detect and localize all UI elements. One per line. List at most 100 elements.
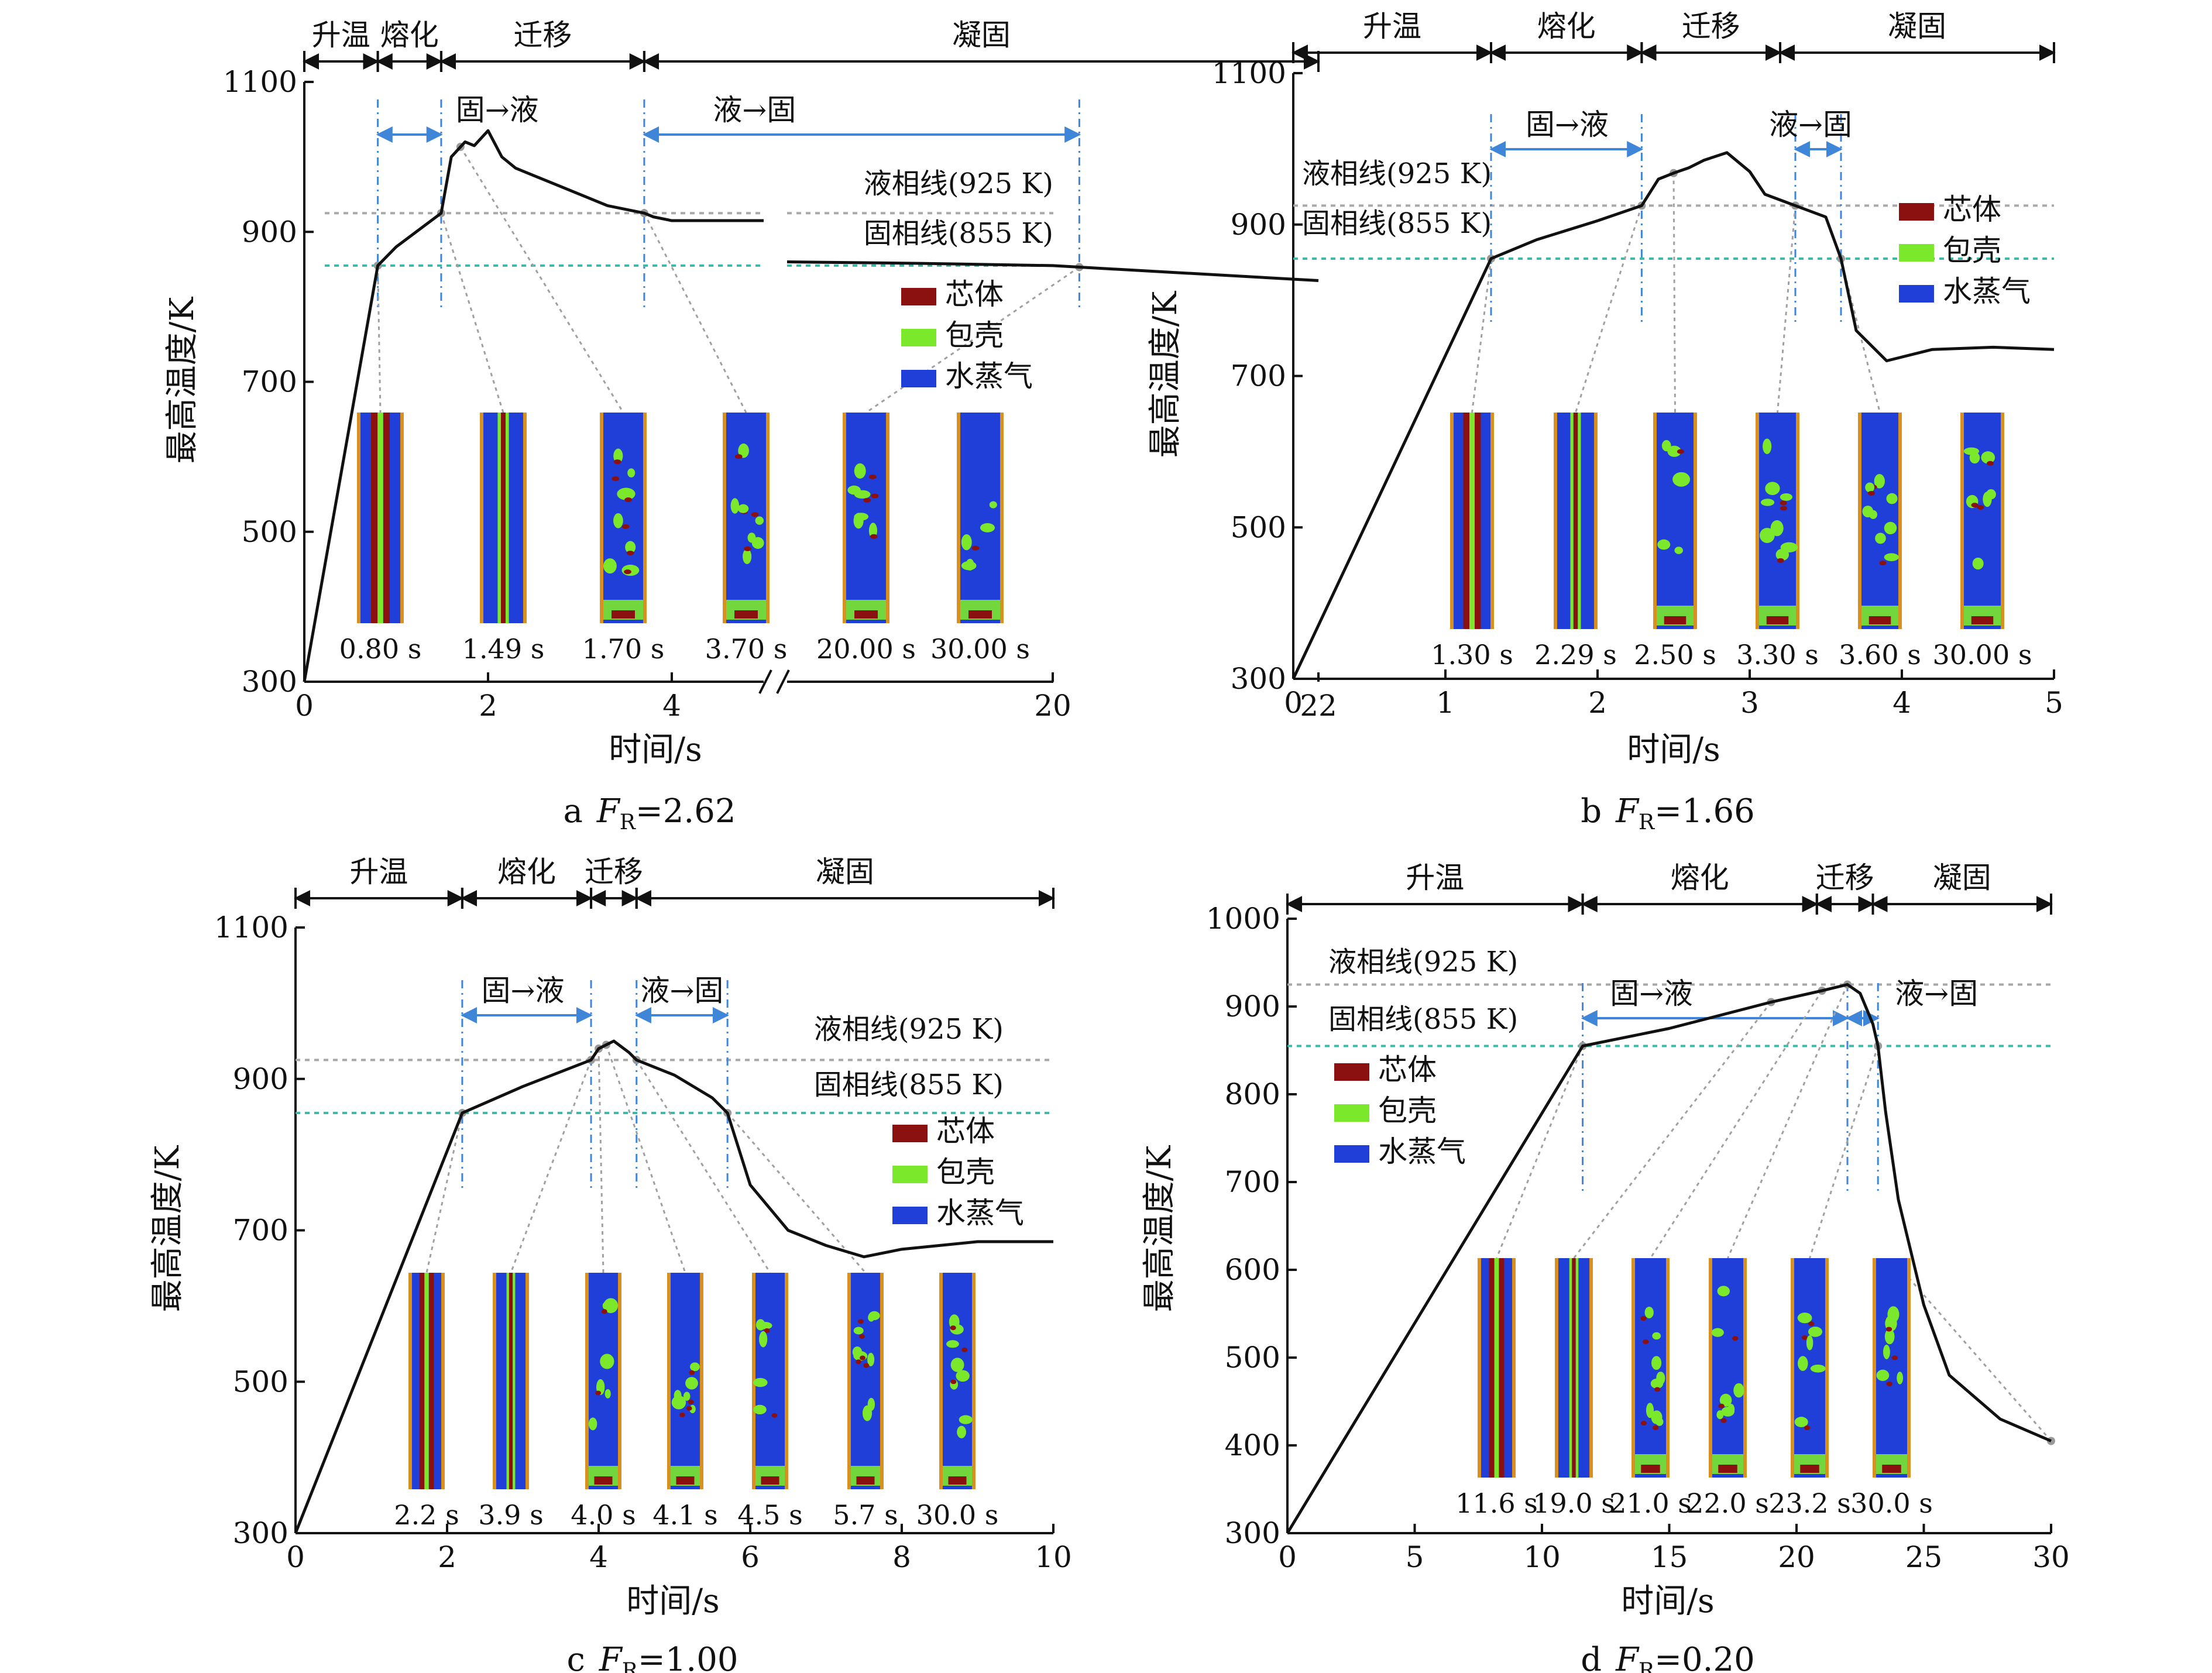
fr-subscript: R — [622, 1659, 638, 1673]
snapshot-core — [419, 1273, 425, 1489]
liquidus-label: 液相线(925 K) — [814, 1013, 1004, 1046]
snapshot-shell — [671, 1395, 686, 1410]
snapshot-time-label: 2.2 s — [394, 1499, 459, 1531]
snapshot-steam-region — [600, 413, 647, 623]
y-tick-label: 1100 — [214, 911, 288, 944]
y-tick-label: 700 — [233, 1214, 288, 1248]
x-tick-label: 0 — [1278, 1540, 1297, 1574]
phase-label-migration: 迁移 — [585, 855, 643, 889]
y-tick-label: 700 — [242, 365, 297, 399]
snapshot-core — [1652, 1425, 1659, 1430]
snapshot-guides — [1496, 980, 2055, 1445]
snapshot-shell — [1733, 1383, 1744, 1398]
reference-lines: 液相线(925 K) 固相线(855 K) — [1293, 157, 2054, 260]
panel-b: 300 500 700 900 1100 0 1 2 3 4 5 液相线(925 K) 固相线(85… — [1146, 9, 2063, 834]
snapshot-shell-right — [1694, 413, 1697, 629]
snapshot-shell-left — [1478, 1258, 1481, 1478]
snapshot-shell — [1717, 1286, 1730, 1297]
snapshot-shell-left — [357, 413, 360, 623]
y-ticks: 300 500 700 900 1100 — [1212, 56, 1303, 696]
snapshot-core — [734, 454, 743, 459]
snapshot-core — [863, 1363, 870, 1368]
snapshot-steam-region — [667, 1273, 703, 1489]
snapshot-core — [1475, 413, 1481, 629]
x-tick-label: 0 — [295, 689, 314, 723]
snapshot-shell-right — [1825, 1258, 1829, 1478]
snapshot-shell-right — [618, 1273, 621, 1489]
legend-label-steam: 水蒸气 — [945, 359, 1033, 393]
snapshot-core — [764, 1328, 770, 1333]
snapshot-shell-left — [847, 1273, 851, 1489]
snapshot-time-label: 1.70 s — [582, 633, 665, 665]
legend-swatch-shell — [901, 329, 936, 346]
transition-label-l2s: 液→固 — [640, 974, 723, 1008]
snapshot-core — [1971, 503, 1979, 508]
snapshot-shell — [1797, 1313, 1812, 1324]
panel-caption: c FR=1.00 — [567, 1641, 739, 1673]
snapshot-shell — [1780, 542, 1798, 553]
x-tick-label: 5 — [2045, 686, 2063, 720]
snapshot-steam-region — [847, 1273, 884, 1489]
snapshot-shell — [1674, 547, 1683, 554]
y-tick-label: 900 — [1231, 208, 1286, 242]
legend-swatch-core — [1899, 203, 1934, 221]
x-tick-label: 4 — [589, 1540, 608, 1574]
snapshot-shell — [867, 1352, 875, 1366]
x-ticks: 0 2 4 20 22 — [295, 672, 1337, 723]
snapshot-shell — [1719, 1393, 1732, 1407]
snapshot-shell-right — [1512, 1258, 1516, 1478]
caption-letter: b — [1581, 792, 1602, 830]
phase-label-melting: 熔化 — [380, 18, 439, 52]
legend-swatch-steam — [1899, 285, 1934, 303]
solidus-label: 固相线(855 K) — [1328, 1003, 1518, 1036]
snapshot-shell-right — [785, 1273, 788, 1489]
snapshot-shell — [1711, 1328, 1724, 1337]
snapshot-shell — [1759, 528, 1775, 543]
snapshot-core-pool — [1718, 1465, 1737, 1473]
panel-c: 300 500 700 900 1100 0 2 4 6 8 10 液相线(925 K) 固相线(8… — [149, 855, 1072, 1673]
snapshot-core-pool — [761, 1476, 779, 1485]
snapshot-shell — [854, 463, 866, 479]
snapshot-time-label: 4.5 s — [737, 1499, 802, 1531]
snapshot-core — [686, 1406, 692, 1411]
snapshot-core — [1808, 1321, 1815, 1327]
snapshot-core — [624, 569, 631, 575]
transition-label-s2l: 固→液 — [1526, 108, 1609, 142]
panel-caption: a FR=2.62 — [564, 792, 736, 834]
snapshot-guide — [597, 1048, 604, 1273]
snapshot-shell — [506, 1273, 509, 1489]
snapshot-time-label: 0.80 s — [339, 633, 422, 665]
x-tick-label: 22 — [1300, 689, 1337, 723]
snapshot-guide — [510, 1059, 592, 1273]
snapshot-guide — [1573, 1001, 1772, 1259]
snapshot-shell — [1886, 493, 1898, 504]
snapshot-shell — [868, 1313, 875, 1322]
snapshot-core — [1879, 561, 1887, 566]
x-ticks: 0 5 10 15 20 25 30 — [1278, 1524, 2070, 1574]
phase-label-melting: 熔化 — [1537, 9, 1596, 43]
snapshot-shell — [1770, 520, 1784, 537]
phase-label-migration: 迁移 — [513, 18, 572, 52]
x-tick-label: 25 — [1905, 1540, 1943, 1574]
y-tick-label: 300 — [233, 1516, 288, 1550]
snapshot-shell — [424, 1273, 429, 1489]
transition-arrows: 固→液 液→固 — [461, 974, 729, 1191]
snapshot-shell — [1661, 440, 1671, 452]
liquidus-label: 液相线(925 K) — [1328, 946, 1518, 978]
snapshot-core — [612, 476, 620, 482]
legend-label-steam: 水蒸气 — [1943, 274, 2031, 308]
snapshot-shell — [1469, 413, 1475, 629]
x-ticks: 0 1 2 3 4 5 — [1284, 669, 2063, 720]
snapshot-shell — [1972, 557, 1984, 570]
legend-label-core: 芯体 — [945, 277, 1004, 311]
snapshot-shell — [613, 513, 623, 528]
fr-symbol: F — [1615, 792, 1640, 830]
y-tick-label: 1000 — [1206, 902, 1280, 936]
snapshot-shell — [1578, 413, 1581, 629]
snapshot-shell — [755, 1319, 765, 1331]
snapshot-time-label: 3.9 s — [478, 1499, 543, 1531]
x-tick-label: 10 — [1035, 1540, 1072, 1574]
x-tick-label: 20 — [1034, 689, 1071, 723]
snapshot-core — [961, 1347, 968, 1352]
temperature-curve — [294, 1039, 1053, 1534]
